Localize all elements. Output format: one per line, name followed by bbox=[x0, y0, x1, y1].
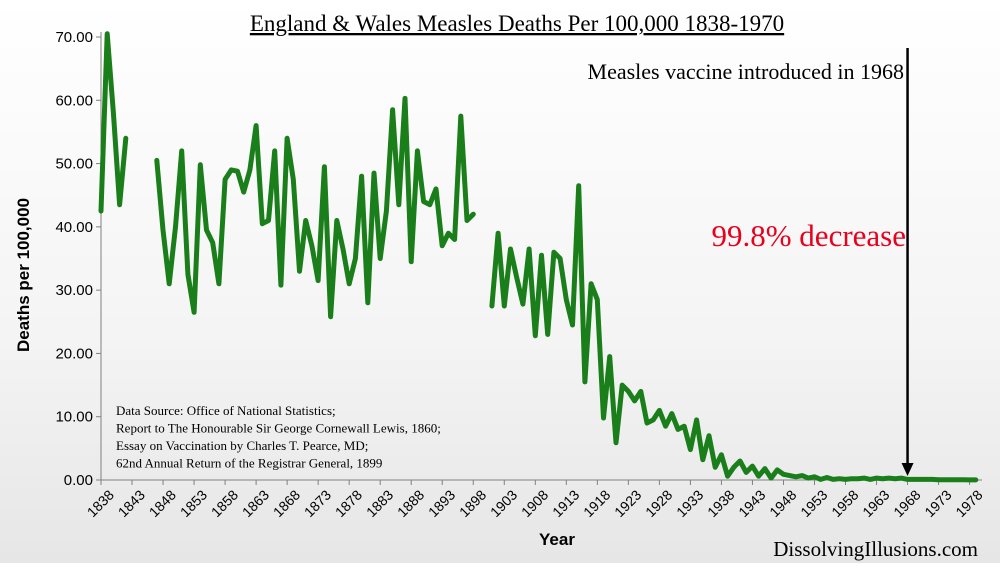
x-tick-label: 1933 bbox=[673, 487, 706, 520]
y-tick-label: 50.00 bbox=[55, 156, 93, 173]
y-axis-ticks: 0.00 10.00 20.00 30.00 40.00 50.00 60.00 70.00 bbox=[55, 29, 101, 489]
data-source-note: Data Source: Office of National Statisti… bbox=[116, 403, 441, 471]
y-axis-label: Deaths per 100,000 bbox=[14, 198, 33, 352]
source-line: Essay on Vaccination by Charles T. Pearc… bbox=[116, 438, 368, 453]
x-tick-label: 1963 bbox=[859, 487, 892, 520]
vaccine-annotation: Measles vaccine introduced in 1968 bbox=[588, 59, 904, 84]
y-tick-label: 60.00 bbox=[55, 92, 93, 109]
x-tick-label: 1973 bbox=[921, 487, 954, 520]
x-tick-label: 1843 bbox=[115, 487, 148, 520]
watermark: DissolvingIllusions.com bbox=[773, 537, 978, 561]
x-tick-label: 1978 bbox=[952, 487, 985, 520]
x-tick-label: 1908 bbox=[518, 487, 551, 520]
x-tick-label: 1958 bbox=[828, 487, 861, 520]
x-tick-label: 1868 bbox=[270, 487, 303, 520]
x-tick-label: 1878 bbox=[332, 487, 365, 520]
x-tick-label: 1968 bbox=[890, 487, 923, 520]
x-tick-label: 1863 bbox=[239, 487, 272, 520]
series-line-segment bbox=[489, 183, 979, 483]
x-tick-label: 1893 bbox=[425, 487, 458, 520]
x-tick-label: 1948 bbox=[766, 487, 799, 520]
decrease-annotation: 99.8% decrease bbox=[711, 218, 906, 253]
arrow-head bbox=[901, 463, 914, 476]
x-tick-label: 1898 bbox=[456, 487, 489, 520]
series-line-segment bbox=[154, 95, 476, 320]
series-line-segment bbox=[98, 31, 129, 214]
x-tick-label: 1923 bbox=[611, 487, 644, 520]
x-tick-label: 1883 bbox=[363, 487, 396, 520]
x-tick-label: 1848 bbox=[146, 487, 179, 520]
source-line: Report to The Honourable Sir George Corn… bbox=[116, 421, 441, 436]
x-tick-label: 1858 bbox=[208, 487, 241, 520]
x-tick-label: 1918 bbox=[580, 487, 613, 520]
x-tick-label: 1928 bbox=[642, 487, 675, 520]
y-tick-label: 0.00 bbox=[64, 472, 93, 489]
y-tick-label: 10.00 bbox=[55, 409, 93, 426]
x-tick-label: 1903 bbox=[487, 487, 520, 520]
source-line: 62nd Annual Return of the Registrar Gene… bbox=[116, 456, 382, 471]
x-tick-label: 1938 bbox=[704, 487, 737, 520]
x-tick-label: 1943 bbox=[735, 487, 768, 520]
source-line: Data Source: Office of National Statisti… bbox=[116, 403, 336, 418]
x-axis-label: Year bbox=[539, 530, 575, 549]
x-tick-label: 1913 bbox=[549, 487, 582, 520]
x-tick-label: 1873 bbox=[301, 487, 334, 520]
x-tick-label: 1888 bbox=[394, 487, 427, 520]
x-tick-label: 1953 bbox=[797, 487, 830, 520]
chart-title: England & Wales Measles Deaths Per 100,0… bbox=[250, 11, 784, 36]
x-axis-ticks: 1838184318481853185818631868187318781883… bbox=[84, 480, 986, 520]
vaccine-arrow bbox=[901, 48, 914, 476]
y-tick-label: 20.00 bbox=[55, 345, 93, 362]
x-tick-label: 1838 bbox=[84, 487, 117, 520]
y-tick-label: 40.00 bbox=[55, 219, 93, 236]
series-lines bbox=[98, 31, 979, 483]
y-tick-label: 30.00 bbox=[55, 282, 93, 299]
x-tick-label: 1853 bbox=[177, 487, 210, 520]
y-tick-label: 70.00 bbox=[55, 29, 93, 46]
